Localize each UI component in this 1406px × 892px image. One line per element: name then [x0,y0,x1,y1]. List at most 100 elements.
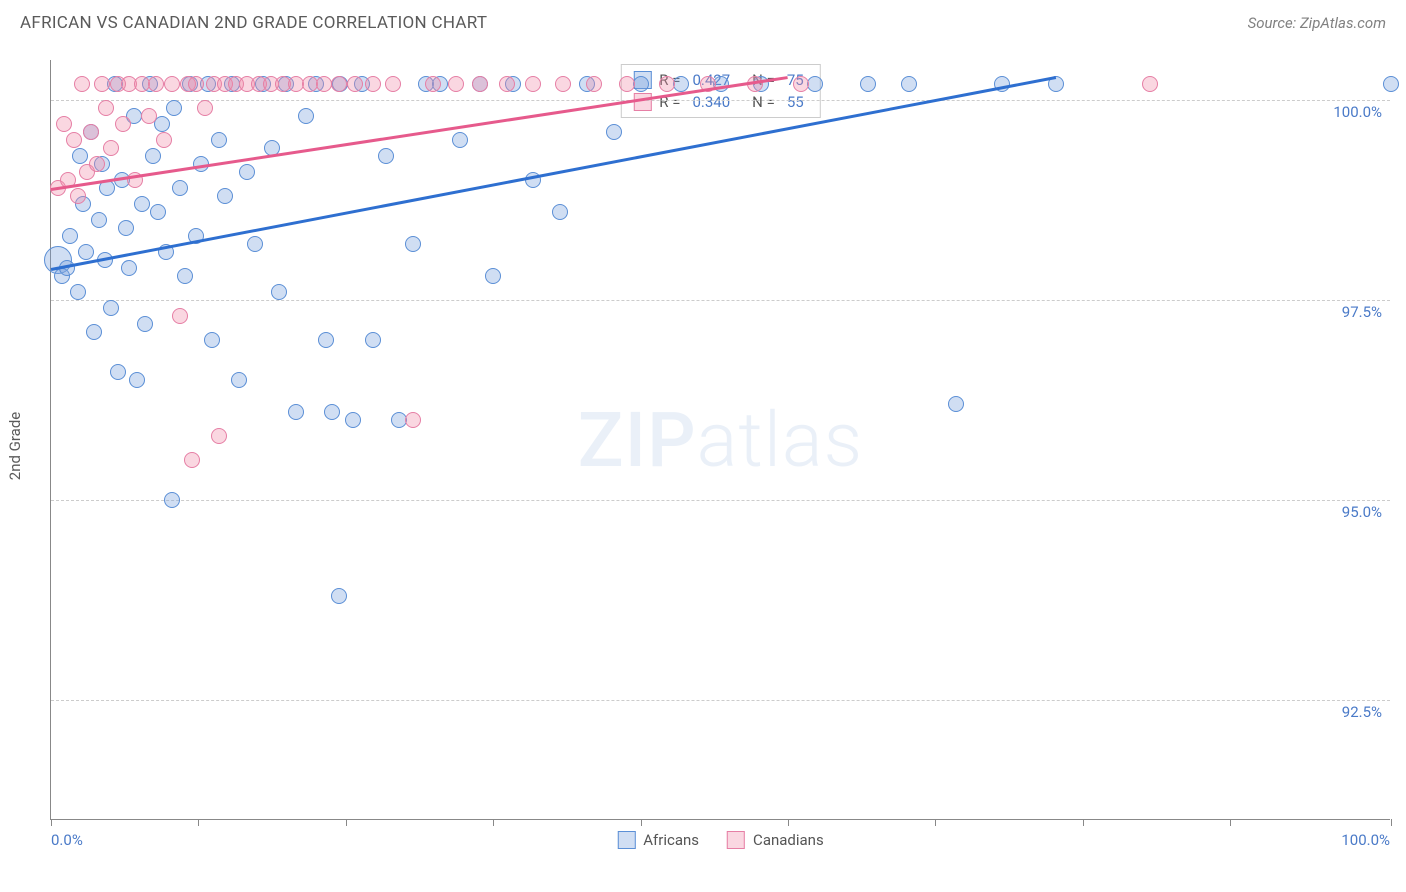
scatter-point [619,76,635,92]
scatter-point [91,212,107,228]
y-tick-label: 95.0% [1342,503,1382,521]
scatter-point [137,316,153,332]
scatter-point [115,116,131,132]
scatter-point [197,100,213,116]
legend-swatch [727,831,745,849]
scatter-point [98,100,114,116]
grid-line [51,100,1390,101]
scatter-point [365,76,381,92]
scatter-point [74,76,90,92]
legend-swatch [617,831,635,849]
scatter-point [86,324,102,340]
scatter-point [385,76,401,92]
scatter-point [555,76,571,92]
scatter-point [164,76,180,92]
scatter-point [345,412,361,428]
y-tick-label: 100.0% [1333,103,1382,121]
scatter-point [239,164,255,180]
scatter-point [448,76,464,92]
y-tick-label: 92.5% [1342,703,1382,721]
chart-title: AFRICAN VS CANADIAN 2ND GRADE CORRELATIO… [20,13,487,33]
x-tick [51,819,52,826]
scatter-point [72,148,88,164]
scatter-point [606,124,622,140]
y-tick-label: 97.5% [1342,303,1382,321]
grid-line [51,500,1390,501]
x-tick [346,819,347,826]
scatter-point [121,260,137,276]
scatter-point [83,124,99,140]
scatter-point [425,76,441,92]
scatter-point [211,132,227,148]
scatter-point [499,76,515,92]
scatter-point [166,100,182,116]
scatter-point [271,284,287,300]
x-tick [1083,819,1084,826]
scatter-point [365,332,381,348]
scatter-point [525,76,541,92]
watermark-bold: ZIP [578,395,697,485]
scatter-point [318,332,334,348]
legend-swatch [633,93,651,111]
scatter-point [217,188,233,204]
scatter-point [134,196,150,212]
scatter-point [150,204,166,220]
scatter-point [164,492,180,508]
x-axis-max-label: 100.0% [1341,831,1390,849]
x-tick [641,819,642,826]
scatter-point [1383,76,1399,92]
scatter-point [141,108,157,124]
scatter-point [148,76,164,92]
scatter-point [316,76,332,92]
bottom-legend-label: Africans [643,831,699,849]
scatter-point [948,396,964,412]
scatter-point [901,76,917,92]
x-tick [1391,819,1392,826]
scatter-point [405,412,421,428]
scatter-point [485,268,501,284]
series-legend: Africans Canadians [617,831,823,849]
scatter-point [247,236,263,252]
legend-r-value: 0.340 [692,93,730,111]
x-tick [493,819,494,826]
scatter-point [552,204,568,220]
scatter-point [586,76,602,92]
legend-n-value: 55 [787,93,804,111]
scatter-point [472,76,488,92]
x-tick [935,819,936,826]
y-axis-title: 2nd Grade [6,412,24,480]
scatter-point [70,188,86,204]
bottom-legend-item: Canadians [727,831,824,849]
scatter-point [793,76,809,92]
scatter-point [89,156,105,172]
scatter-point [129,372,145,388]
scatter-point [204,332,220,348]
scatter-point [188,76,204,92]
x-tick [198,819,199,826]
scatter-point [172,308,188,324]
scatter-point [94,76,110,92]
grid-line [51,300,1390,301]
scatter-point [860,76,876,92]
scatter-point [298,108,314,124]
scatter-point [118,220,134,236]
grid-line [51,700,1390,701]
scatter-point [66,132,82,148]
scatter-point [378,148,394,164]
scatter-point [331,76,347,92]
scatter-point [659,76,675,92]
scatter-point [452,132,468,148]
plot-area: ZIPatlas R =0.427N =75R =0.340N =55 0.0%… [50,60,1390,820]
scatter-point [156,132,172,148]
bottom-legend-label: Canadians [753,831,824,849]
scatter-point [331,588,347,604]
scatter-point [288,404,304,420]
scatter-point [172,180,188,196]
bottom-legend-item: Africans [617,831,699,849]
scatter-point [347,76,363,92]
scatter-point [103,300,119,316]
scatter-point [405,236,421,252]
scatter-point [56,116,72,132]
scatter-point [184,452,200,468]
scatter-point [110,364,126,380]
